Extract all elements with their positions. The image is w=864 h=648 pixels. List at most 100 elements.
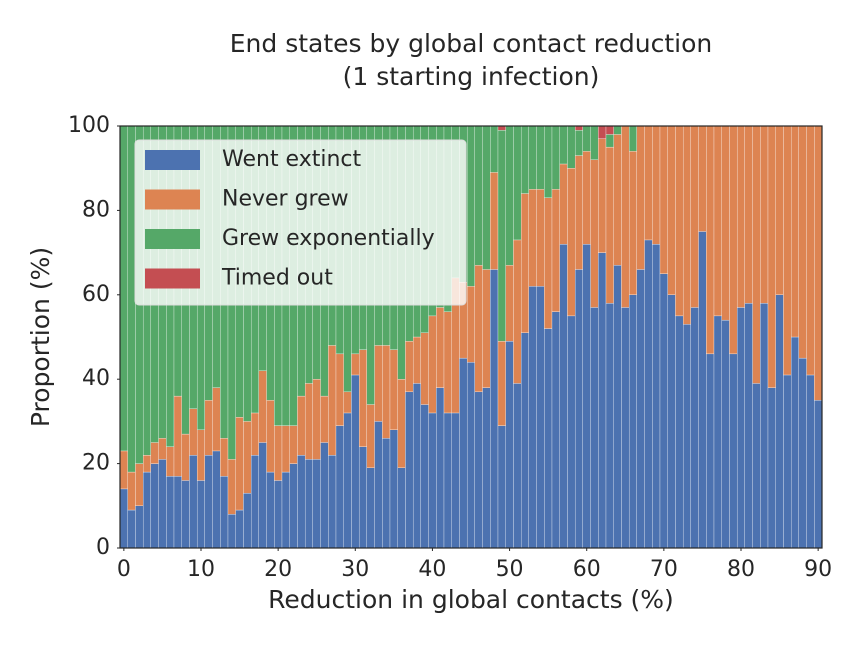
bar-segment	[289, 425, 298, 464]
bar-segment	[682, 324, 692, 549]
bar-segment	[474, 265, 483, 393]
legend: Went extinct Never grew Grew exponentially…	[134, 139, 467, 306]
bar-segment	[790, 336, 800, 549]
bar-segment	[574, 269, 584, 549]
bar-segment	[806, 125, 815, 376]
bar-segment	[605, 146, 614, 304]
legend-swatch	[145, 229, 200, 249]
bar-segment	[135, 463, 144, 506]
bar-segment	[698, 125, 707, 232]
bar-segment	[559, 125, 568, 165]
y-axis-label: Proportion (%)	[26, 247, 55, 427]
bar-segment	[652, 125, 661, 245]
x-tick-label: 10	[187, 557, 215, 582]
bar-segment	[405, 391, 414, 549]
bar-segment	[189, 408, 198, 456]
bar-segment	[351, 353, 360, 376]
bar-segment	[374, 421, 383, 549]
bar-segment	[227, 514, 236, 549]
bar-segment	[798, 125, 807, 359]
bar-segment	[173, 395, 182, 477]
bar-segment	[706, 125, 715, 355]
bar-segment	[713, 315, 722, 549]
bar-segment	[389, 429, 398, 549]
x-tick-label: 70	[650, 557, 678, 582]
bar-segment	[536, 125, 545, 190]
bar-segment	[574, 125, 584, 131]
bar-segment	[196, 480, 206, 549]
bar-segment	[196, 429, 206, 481]
bar-segment	[374, 345, 383, 422]
bar-segment	[736, 307, 746, 549]
bar-segment	[482, 125, 491, 270]
bar-segment	[428, 412, 437, 549]
legend-box	[134, 139, 467, 306]
bar-segment	[397, 379, 406, 468]
bar-segment	[621, 125, 630, 308]
bar-segment	[675, 125, 684, 317]
bar-segment	[621, 307, 630, 549]
bar-segment	[574, 130, 584, 156]
bar-segment	[536, 286, 545, 549]
bar-segment	[559, 244, 568, 549]
bar-segment	[304, 383, 314, 460]
y-tick-label: 20	[82, 451, 110, 476]
bar-segment	[166, 476, 175, 549]
bar-segment	[598, 252, 607, 549]
x-tick-label: 30	[341, 557, 369, 582]
bar-segment	[119, 450, 128, 490]
bar-segment	[729, 353, 738, 549]
bar-segment	[505, 341, 514, 549]
legend-swatch	[145, 268, 200, 289]
bar-segment	[335, 353, 344, 426]
bar-segment	[328, 345, 337, 456]
bar-segment	[721, 125, 730, 321]
bar-segment	[482, 269, 491, 388]
bar-segment	[474, 391, 483, 549]
bar-segment	[628, 294, 638, 549]
bar-segment	[767, 125, 776, 388]
bar-segment	[366, 404, 375, 468]
bar-segment	[250, 412, 260, 456]
bar-segment	[551, 189, 560, 312]
bar-segment	[466, 125, 476, 287]
bar-segment	[675, 315, 684, 549]
bar-segment	[729, 125, 738, 355]
bar-segment	[520, 193, 530, 333]
bar-segment	[721, 319, 730, 549]
bar-segment	[436, 307, 445, 388]
bar-segment	[814, 125, 823, 401]
bar-segment	[690, 125, 699, 308]
bar-segment	[767, 387, 776, 549]
bar-segment	[119, 125, 128, 452]
bar-segment	[513, 383, 522, 549]
bar-segment	[474, 125, 483, 266]
bar-segment	[682, 125, 692, 325]
bar-segment	[274, 425, 283, 481]
legend-label: Timed out	[221, 266, 333, 291]
bar-segment	[281, 425, 290, 473]
bar-segment	[528, 125, 537, 190]
bar-segment	[397, 467, 406, 549]
bar-segment	[598, 125, 607, 139]
bar-segment	[752, 383, 761, 549]
bar-segment	[412, 383, 422, 549]
bar-segment	[790, 125, 800, 338]
legend-label: Never grew	[222, 187, 349, 212]
bar-segment	[490, 269, 499, 549]
bar-segment	[659, 273, 668, 549]
bar-segment	[760, 125, 769, 304]
bar-segment	[220, 438, 229, 477]
bar-segment	[405, 341, 414, 393]
bar-segment	[667, 294, 676, 549]
bar-segment	[528, 286, 537, 549]
bar-segment	[212, 387, 221, 452]
bar-segment	[451, 412, 460, 549]
bar-segment	[127, 471, 136, 511]
bar-segment	[775, 294, 784, 549]
bar-segment	[443, 412, 452, 549]
bar-segment	[659, 125, 668, 274]
bar-segment	[513, 239, 522, 384]
bar-segment	[204, 455, 213, 549]
